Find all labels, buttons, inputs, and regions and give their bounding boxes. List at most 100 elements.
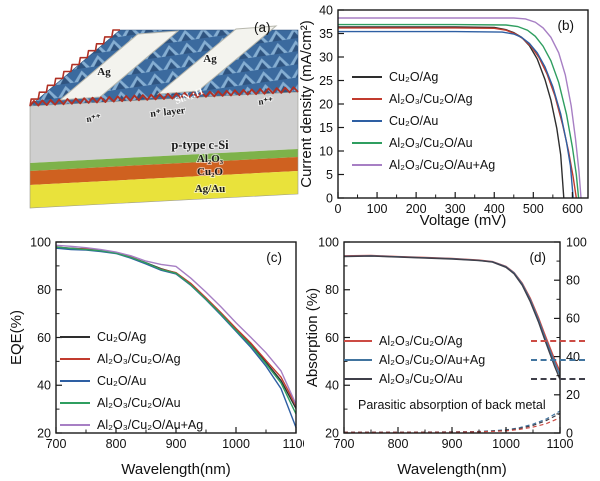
legend-label: Al₂O₃/Cu₂O/Au+Ag bbox=[97, 418, 204, 432]
svg-text:0: 0 bbox=[566, 426, 573, 440]
emitter-zigzag-left bbox=[29, 29, 120, 107]
label-ag-right: Ag bbox=[203, 53, 217, 65]
svg-text:500: 500 bbox=[523, 202, 544, 216]
svg-text:1100: 1100 bbox=[547, 437, 574, 451]
svg-text:0: 0 bbox=[335, 202, 342, 216]
legend-item: Al₂O₃/Cu₂O/Ag bbox=[60, 348, 203, 370]
svg-text:20: 20 bbox=[37, 426, 51, 440]
svg-text:600: 600 bbox=[562, 202, 583, 216]
svg-text:800: 800 bbox=[388, 437, 409, 451]
legend-item: Al₂O₃/Cu₂O/Au+Ag bbox=[352, 154, 495, 176]
legend-line-swatch bbox=[60, 402, 90, 404]
legend-item: Al₂O₃/Cu₂O/Au bbox=[60, 392, 203, 414]
legend-label: Al₂O₃/Cu₂O/Ag bbox=[389, 92, 473, 106]
series-line bbox=[338, 30, 574, 199]
legend-label: Al₂O₃/Cu₂O/Au bbox=[97, 396, 181, 410]
panel-c-chart: 700 800 900 1000 1100 20 40 60 80 100 Wavelength(n… bbox=[8, 235, 304, 478]
panel-tag: (c) bbox=[266, 250, 282, 265]
legend-line-swatch bbox=[352, 76, 382, 78]
legend-label: Al₂O₃/Cu₂O/Au+Ag bbox=[379, 352, 486, 367]
svg-text:700: 700 bbox=[334, 437, 355, 451]
svg-text:400: 400 bbox=[484, 202, 505, 216]
label-ag-left: Ag bbox=[97, 66, 111, 78]
svg-text:30: 30 bbox=[319, 50, 333, 64]
legend-label: Cu₂O/Au bbox=[389, 114, 439, 128]
panel-tag: (b) bbox=[558, 18, 575, 33]
label-npp-left: n⁺⁺ bbox=[86, 112, 102, 124]
svg-text:80: 80 bbox=[566, 274, 580, 288]
svg-text:900: 900 bbox=[166, 437, 187, 451]
svg-text:25: 25 bbox=[319, 74, 333, 88]
legend-line-swatch bbox=[344, 377, 372, 380]
legend-line-swatch bbox=[352, 142, 382, 144]
svg-text:0: 0 bbox=[326, 191, 333, 205]
ag-finger-right bbox=[156, 25, 278, 95]
chart-note: Parasitic absorption of back metal bbox=[358, 398, 546, 412]
legend-item: Al₂O₃/Cu₂O/Au+Ag bbox=[60, 414, 203, 436]
legend-item: Al₂O₃/Cu₂O/Au bbox=[344, 369, 585, 388]
legend-line-swatch bbox=[60, 358, 90, 360]
legend-item: Al₂O₃/Cu₂O/Au+Ag bbox=[344, 350, 585, 369]
svg-text:100: 100 bbox=[566, 235, 587, 249]
svg-text:60: 60 bbox=[566, 312, 580, 326]
svg-text:100: 100 bbox=[318, 235, 339, 249]
legend-dashed-swatch bbox=[531, 339, 585, 342]
front-face-outline bbox=[29, 91, 299, 209]
svg-text:100: 100 bbox=[367, 202, 388, 216]
svg-text:900: 900 bbox=[442, 437, 463, 451]
y-axis-title: Absorption (%) bbox=[304, 288, 321, 387]
label-cu2o: Cu₂O bbox=[197, 166, 223, 178]
legend-item: Cu₂O/Au bbox=[352, 110, 495, 132]
svg-text:700: 700 bbox=[46, 437, 67, 451]
panel-b-legend: Cu₂O/Ag Al₂O₃/Cu₂O/Ag Cu₂O/Au Al₂O₃/Cu₂O/Au… bbox=[352, 66, 495, 176]
series-line bbox=[338, 23, 580, 199]
legend-label: Al₂O₃/Cu₂O/Ag bbox=[379, 333, 463, 348]
legend-line-swatch bbox=[352, 164, 382, 166]
series-line bbox=[55, 246, 297, 415]
legend-item: Cu₂O/Au bbox=[60, 370, 203, 392]
svg-text:300: 300 bbox=[445, 202, 466, 216]
svg-text:35: 35 bbox=[319, 27, 333, 41]
legend-label: Cu₂O/Ag bbox=[97, 330, 147, 344]
legend-item: Cu₂O/Ag bbox=[352, 66, 495, 88]
legend-item: Al₂O₃/Cu₂O/Ag bbox=[352, 88, 495, 110]
layer-silicon bbox=[30, 92, 298, 163]
x-axis-title: Voltage (mV) bbox=[420, 212, 507, 229]
panel-tag: (d) bbox=[530, 250, 547, 265]
svg-text:20: 20 bbox=[319, 97, 333, 111]
svg-text:40: 40 bbox=[37, 379, 51, 393]
svg-text:20: 20 bbox=[566, 388, 580, 402]
x-axis-title: Wavelength(nm) bbox=[121, 461, 230, 478]
svg-text:40: 40 bbox=[319, 3, 333, 17]
ag-finger-left bbox=[58, 30, 180, 101]
series-line bbox=[55, 244, 297, 405]
svg-text:80: 80 bbox=[325, 283, 339, 297]
label-al2o3: Al₂O₃ bbox=[197, 153, 224, 165]
y-axis-title: Current density (mA/cm²) bbox=[298, 20, 315, 188]
svg-text:20: 20 bbox=[325, 426, 339, 440]
legend-item: Al₂O₃/Cu₂O/Au bbox=[352, 132, 495, 154]
svg-text:800: 800 bbox=[106, 437, 127, 451]
legend-label: Al₂O₃/Cu₂O/Au bbox=[389, 136, 473, 150]
legend-line-swatch bbox=[60, 336, 90, 338]
legend-line-swatch bbox=[352, 98, 382, 100]
panel-a-diagram: Ag Ag SiNₓ:H n⁺⁺ n⁺ layer n⁺⁺ p-type c-S… bbox=[29, 25, 299, 209]
legend-dashed-swatch bbox=[531, 377, 585, 380]
svg-text:15: 15 bbox=[319, 121, 333, 135]
svg-text:40: 40 bbox=[325, 379, 339, 393]
svg-text:10: 10 bbox=[319, 144, 333, 158]
layer-back-metal bbox=[30, 171, 298, 208]
panel-d-legend: Al₂O₃/Cu₂O/Ag Al₂O₃/Cu₂O/Au+Ag Al₂O₃/Cu₂O/… bbox=[344, 331, 585, 388]
legend-item: Al₂O₃/Cu₂O/Ag bbox=[344, 331, 585, 350]
legend-line-swatch bbox=[352, 120, 382, 122]
legend-line-swatch bbox=[344, 339, 372, 342]
legend-line-swatch bbox=[344, 358, 372, 361]
label-substrate: p-type c-Si bbox=[171, 138, 229, 152]
series-line bbox=[338, 17, 582, 199]
label-n-layer: n⁺ layer bbox=[150, 105, 187, 120]
legend-label: Al₂O₃/Cu₂O/Ag bbox=[97, 352, 181, 366]
panel-d-chart: 700 800 900 1000 110020406080100020406080100… bbox=[304, 235, 587, 478]
legend-label: Al₂O₃/Cu₂O/Au+Ag bbox=[389, 158, 496, 172]
svg-text:60: 60 bbox=[325, 331, 339, 345]
